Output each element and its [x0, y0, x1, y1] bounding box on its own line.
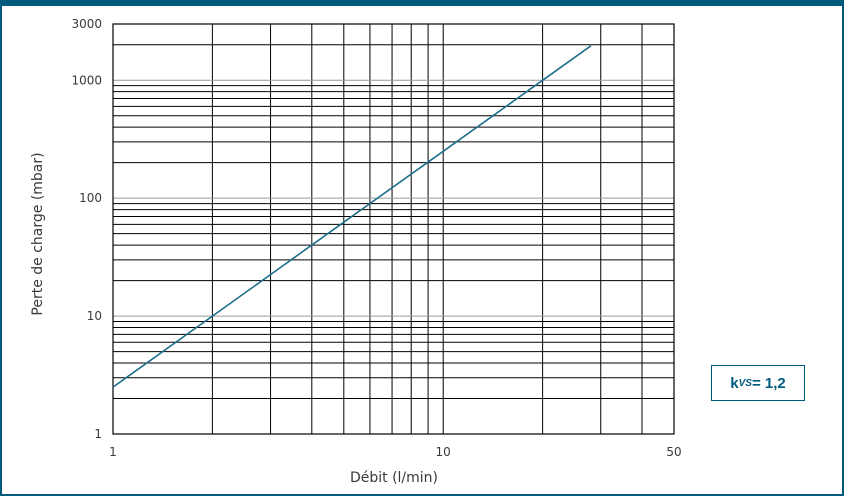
- y-tick-label: 1: [94, 427, 102, 441]
- plot-border: [112, 23, 675, 435]
- kvs-subscript: VS: [738, 377, 752, 389]
- y-tick-labels: 1 10 100 1000 3000: [71, 17, 102, 441]
- y-tick-label: 3000: [71, 17, 102, 31]
- y-tick-label: 10: [87, 309, 102, 323]
- series-line: [112, 45, 592, 388]
- x-tick-label: 10: [436, 445, 451, 459]
- x-axis-title: Débit (l/min): [350, 470, 438, 486]
- y-tick-label: 1000: [71, 73, 102, 87]
- chart-grid: [113, 24, 674, 434]
- kvs-annotation-box: k VS = 1,2: [711, 365, 805, 401]
- kvs-base: k: [730, 374, 739, 392]
- x-tick-label: 1: [109, 445, 117, 459]
- x-tick-labels: 1 10 50: [109, 445, 681, 459]
- y-tick-label: 100: [79, 191, 102, 205]
- y-axis-title: Perte de charge (mbar): [30, 152, 46, 315]
- x-tick-label: 50: [666, 445, 681, 459]
- kvs-value: = 1,2: [751, 374, 786, 392]
